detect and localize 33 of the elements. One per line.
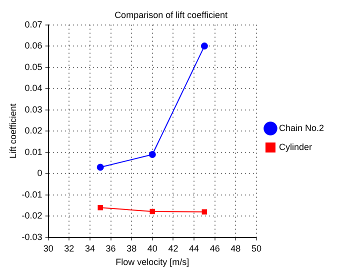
x-tick-label: 36 xyxy=(106,243,116,254)
y-tick-label: -0.01 xyxy=(22,189,42,200)
x-tick-label: 44 xyxy=(189,243,200,254)
y-tick-label: 0.07 xyxy=(24,19,42,30)
x-tick-label: 46 xyxy=(210,243,220,254)
point xyxy=(98,205,103,210)
point xyxy=(96,164,104,171)
x-tick-label: 30 xyxy=(43,243,54,254)
y-axis-title: Lift coefficient xyxy=(8,103,18,159)
legend-label: Chain No.2 xyxy=(278,122,324,133)
legend-label: Cylinder xyxy=(278,142,312,152)
y-tick-label: -0.03 xyxy=(22,232,42,242)
x-tick-label: 48 xyxy=(230,243,241,254)
y-tick-label: 0.05 xyxy=(24,62,42,72)
y-tick-label: -0.02 xyxy=(22,210,42,221)
x-tick-label: 38 xyxy=(126,243,137,254)
x-axis-title: Flow velocity [m/s] xyxy=(116,257,190,268)
y-tick-label: 0.03 xyxy=(24,104,42,114)
y-tick-label: 0.01 xyxy=(24,146,42,157)
y-tick-label: 0 xyxy=(37,168,42,178)
x-tick-label: 34 xyxy=(84,243,95,254)
chart-title: Comparison of lift coefficient xyxy=(114,10,228,20)
x-tick-label: 32 xyxy=(64,243,74,254)
y-tick-label: 0.04 xyxy=(24,83,42,94)
y-tick-label: 0.02 xyxy=(24,126,42,136)
point xyxy=(200,42,208,50)
y-tick-label: 0.06 xyxy=(24,40,42,51)
x-tick-label: 42 xyxy=(168,243,178,254)
x-tick-label: 50 xyxy=(251,243,262,254)
point xyxy=(150,208,156,214)
point xyxy=(202,209,208,215)
point xyxy=(148,150,156,158)
x-tick-label: 40 xyxy=(147,243,158,254)
